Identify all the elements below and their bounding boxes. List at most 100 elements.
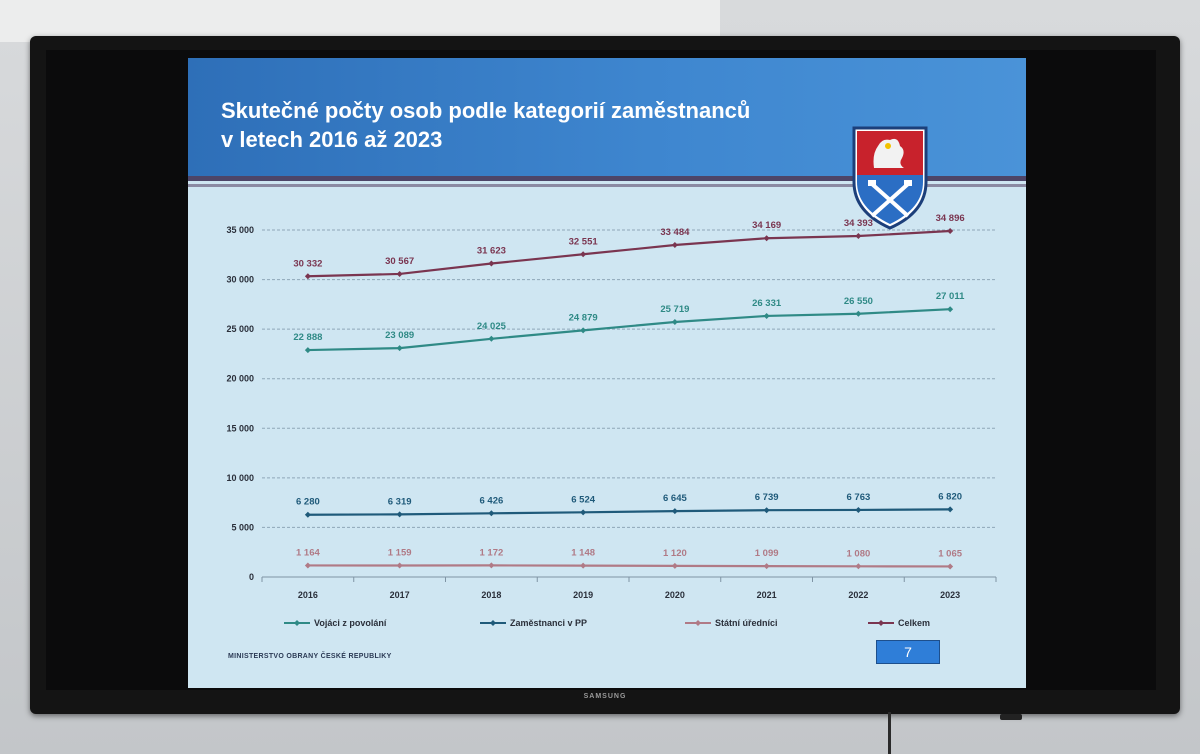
tv-brand-label: SAMSUNG — [583, 693, 627, 700]
series-line — [307, 308, 951, 352]
data-point — [947, 228, 954, 235]
x-tick-label: 2022 — [848, 590, 868, 600]
data-point — [488, 260, 495, 267]
data-point — [304, 511, 311, 518]
legend-label: Celkem — [898, 618, 930, 628]
tv-power-indicator — [1000, 714, 1022, 720]
data-label: 1 164 — [296, 547, 320, 558]
data-label: 6 739 — [755, 492, 779, 503]
data-point — [304, 347, 311, 354]
data-point — [763, 235, 770, 242]
presentation-slide: Skutečné počty osob podle kategorií zamě… — [188, 58, 1026, 688]
y-tick-label: 0 — [249, 572, 254, 582]
line-chart: 0 5 000 10 000 15 000 20 000 25 000 30 000 35 0… — [226, 213, 997, 628]
data-label: 27 011 — [936, 291, 965, 302]
slide-title-line1: Skutečné počty osob podle kategorií zamě… — [221, 98, 751, 123]
data-label: 6 280 — [296, 497, 320, 508]
data-point — [671, 562, 678, 569]
data-label: 34 896 — [936, 213, 965, 224]
footer-ministry-label: MINISTERSTVO OBRANY ČESKÉ REPUBLIKY — [228, 653, 392, 660]
series-line — [307, 229, 951, 278]
data-point — [855, 563, 862, 570]
data-point — [671, 319, 678, 326]
legend-marker — [490, 620, 496, 626]
page-number-box: 7 — [876, 640, 940, 664]
legend-marker — [695, 620, 701, 626]
data-point — [763, 507, 770, 514]
data-point — [580, 509, 587, 516]
data-point — [947, 563, 954, 570]
x-tick-label: 2021 — [757, 590, 777, 600]
data-label: 6 763 — [846, 492, 870, 503]
legend-label: Vojáci z povolání — [314, 618, 387, 628]
data-point — [671, 242, 678, 249]
data-point — [947, 506, 954, 513]
y-tick-label: 35 000 — [226, 225, 254, 235]
data-label: 1 065 — [938, 548, 962, 559]
data-label: 32 551 — [569, 236, 599, 247]
data-point — [763, 312, 770, 319]
data-point — [396, 511, 403, 518]
data-label: 6 820 — [938, 491, 962, 502]
x-tick-label: 2023 — [940, 590, 960, 600]
header-stripe-dark — [188, 176, 1026, 181]
y-tick-label: 5 000 — [231, 522, 254, 532]
data-point — [580, 562, 587, 569]
data-label: 1 159 — [388, 548, 412, 559]
data-label: 6 524 — [571, 494, 595, 505]
data-point — [855, 233, 862, 240]
data-label: 24 879 — [569, 312, 598, 323]
data-label: 1 148 — [571, 548, 595, 559]
x-tick-label: 2019 — [573, 590, 593, 600]
data-label: 34 393 — [844, 218, 873, 229]
legend-label: Zaměstnanci v PP — [510, 618, 587, 628]
header-stripe-light — [188, 184, 1026, 187]
data-label: 1 172 — [479, 547, 503, 558]
data-label: 31 623 — [477, 245, 506, 256]
series-line — [307, 508, 951, 516]
data-point — [580, 251, 587, 258]
data-point — [488, 335, 495, 342]
y-tick-label: 15 000 — [226, 423, 254, 433]
coat-of-arms-icon — [852, 126, 928, 230]
data-point — [396, 345, 403, 352]
data-label: 23 089 — [385, 330, 414, 341]
x-tick-label: 2018 — [481, 590, 501, 600]
tv-cable — [888, 712, 891, 754]
data-point — [396, 562, 403, 569]
y-tick-label: 25 000 — [226, 324, 254, 334]
data-label: 30 567 — [385, 256, 414, 267]
y-tick-label: 20 000 — [226, 374, 254, 384]
data-label: 33 484 — [660, 227, 690, 238]
data-label: 22 888 — [293, 332, 322, 343]
slide-title-line2: v letech 2016 až 2023 — [221, 127, 443, 152]
data-point — [855, 506, 862, 513]
data-point — [488, 510, 495, 517]
data-point — [304, 562, 311, 569]
y-tick-label: 30 000 — [226, 275, 254, 285]
data-point — [488, 562, 495, 569]
data-point — [855, 310, 862, 317]
data-label: 6 426 — [479, 495, 503, 506]
x-tick-label: 2020 — [665, 590, 685, 600]
data-label: 26 550 — [844, 296, 873, 307]
data-point — [763, 563, 770, 570]
data-label: 1 080 — [846, 548, 870, 559]
data-point — [671, 508, 678, 515]
data-label: 1 099 — [755, 548, 779, 559]
legend-marker — [294, 620, 300, 626]
data-label: 6 319 — [388, 496, 412, 507]
series-line — [307, 564, 951, 568]
data-label: 34 169 — [752, 220, 781, 231]
data-point — [947, 306, 954, 313]
data-point — [304, 273, 311, 280]
x-tick-label: 2016 — [298, 590, 318, 600]
data-label: 6 645 — [663, 493, 687, 504]
legend-label: Státní úředníci — [715, 618, 778, 628]
data-label: 24 025 — [477, 321, 507, 332]
wall-strip — [0, 0, 720, 42]
data-label: 1 120 — [663, 548, 687, 559]
y-tick-label: 10 000 — [226, 473, 254, 483]
slide-title: Skutečné počty osob podle kategorií zamě… — [221, 96, 841, 154]
legend-marker — [878, 620, 884, 626]
